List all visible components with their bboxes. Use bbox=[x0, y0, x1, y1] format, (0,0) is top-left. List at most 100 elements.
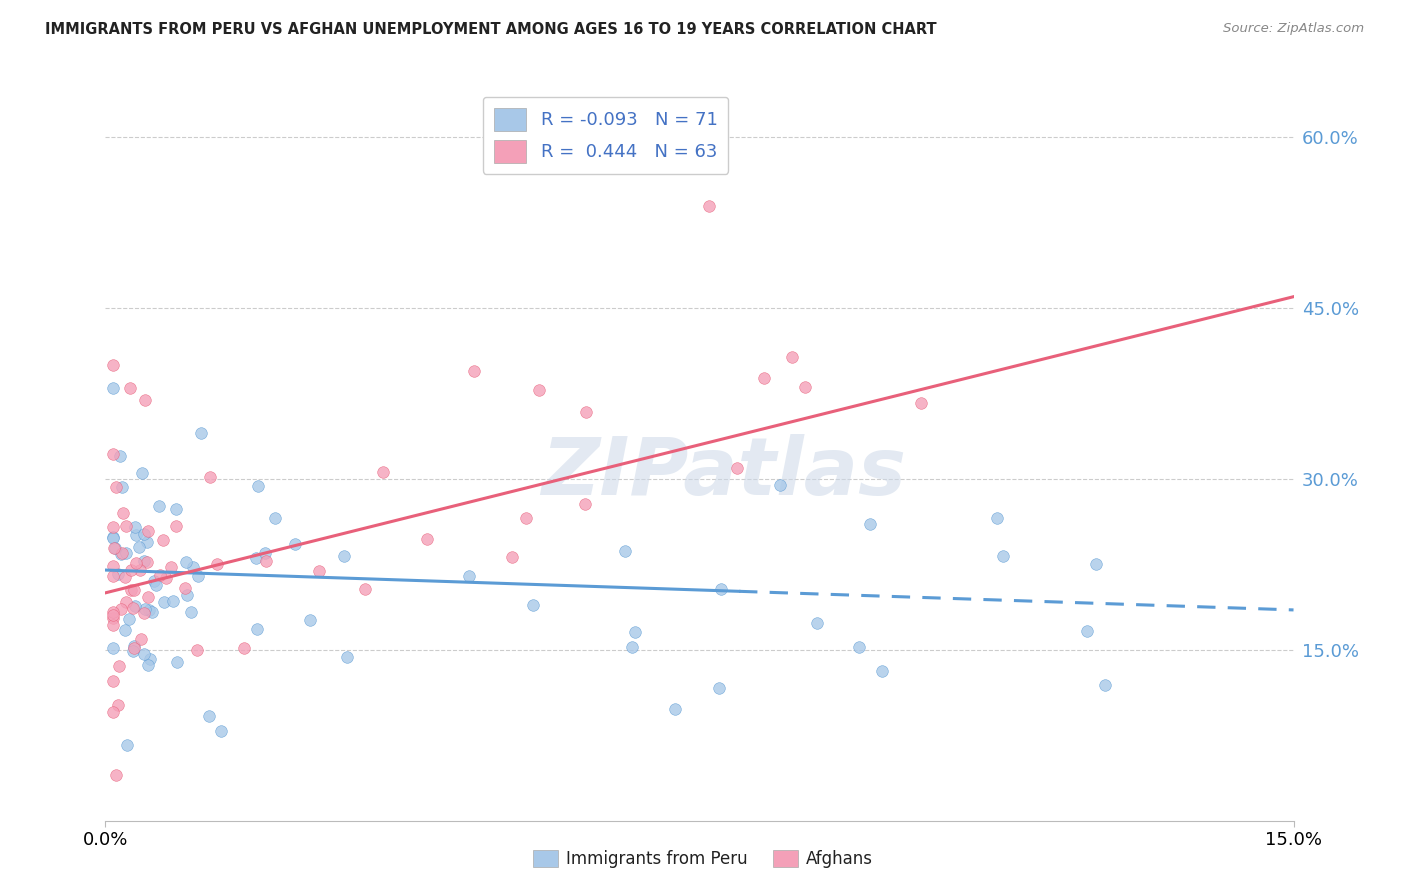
Point bbox=[122, 644, 145, 658]
Point bbox=[527, 383, 550, 397]
Point bbox=[138, 603, 160, 617]
Point bbox=[190, 426, 212, 441]
Point bbox=[132, 526, 155, 541]
Point bbox=[103, 608, 125, 623]
Point bbox=[254, 545, 277, 559]
Point bbox=[806, 615, 828, 630]
Point bbox=[870, 664, 893, 678]
Point bbox=[128, 540, 150, 554]
Point bbox=[205, 558, 228, 572]
Point bbox=[124, 599, 146, 613]
Point bbox=[103, 358, 125, 372]
Point bbox=[457, 569, 479, 583]
Point bbox=[111, 479, 134, 493]
Point bbox=[354, 582, 377, 597]
Point bbox=[1085, 558, 1108, 572]
Point bbox=[336, 649, 359, 664]
Point bbox=[574, 497, 596, 511]
Point bbox=[115, 739, 138, 753]
Point bbox=[299, 613, 322, 627]
Point bbox=[910, 396, 932, 410]
Point bbox=[103, 558, 125, 573]
Point bbox=[124, 640, 146, 654]
Point bbox=[114, 595, 136, 609]
Point bbox=[103, 541, 125, 555]
Point bbox=[136, 555, 159, 569]
Point bbox=[120, 563, 142, 577]
Point bbox=[710, 582, 733, 596]
Legend: R = -0.093   N = 71, R =  0.444   N = 63: R = -0.093 N = 71, R = 0.444 N = 63 bbox=[482, 96, 728, 174]
Point bbox=[152, 595, 174, 609]
Point bbox=[103, 569, 125, 583]
Point bbox=[501, 549, 523, 564]
Point bbox=[103, 674, 125, 689]
Point bbox=[187, 569, 209, 583]
Point bbox=[143, 574, 166, 588]
Point bbox=[664, 701, 686, 715]
Point bbox=[209, 723, 232, 738]
Point bbox=[122, 641, 145, 656]
Point bbox=[124, 582, 146, 597]
Point bbox=[264, 510, 287, 524]
Point bbox=[614, 543, 637, 558]
Point bbox=[991, 549, 1014, 564]
Point bbox=[132, 607, 155, 621]
Point bbox=[103, 381, 125, 395]
Point bbox=[754, 371, 776, 385]
Point bbox=[103, 641, 125, 656]
Text: ZIPatlas: ZIPatlas bbox=[541, 434, 905, 512]
Point bbox=[152, 533, 174, 547]
Point bbox=[103, 618, 125, 632]
Point bbox=[284, 537, 307, 551]
Point bbox=[122, 600, 145, 615]
Point bbox=[174, 555, 197, 569]
Point bbox=[103, 541, 125, 555]
Point bbox=[246, 479, 269, 493]
Point bbox=[986, 511, 1008, 525]
Point bbox=[103, 610, 125, 624]
Point bbox=[124, 556, 146, 570]
Point bbox=[575, 405, 598, 419]
Text: IMMIGRANTS FROM PERU VS AFGHAN UNEMPLOYMENT AMONG AGES 16 TO 19 YEARS CORRELATIO: IMMIGRANTS FROM PERU VS AFGHAN UNEMPLOYM… bbox=[45, 22, 936, 37]
Point bbox=[107, 659, 129, 673]
Point bbox=[463, 364, 485, 378]
Point bbox=[118, 612, 141, 626]
Point bbox=[138, 652, 160, 666]
Point bbox=[114, 519, 136, 533]
Point bbox=[134, 602, 156, 616]
Point bbox=[200, 469, 222, 483]
Point bbox=[136, 657, 159, 672]
Point bbox=[769, 478, 792, 492]
Point bbox=[108, 450, 131, 464]
Point bbox=[522, 599, 544, 613]
Point bbox=[709, 681, 731, 695]
Point bbox=[103, 530, 125, 544]
Point bbox=[129, 632, 152, 647]
Point bbox=[112, 506, 135, 520]
Point bbox=[197, 709, 219, 723]
Point bbox=[104, 480, 127, 494]
Point bbox=[165, 502, 187, 516]
Point bbox=[246, 622, 269, 636]
Point bbox=[859, 516, 882, 531]
Point bbox=[308, 564, 330, 578]
Point bbox=[254, 554, 277, 568]
Point bbox=[110, 602, 132, 616]
Point bbox=[103, 605, 125, 619]
Point bbox=[120, 582, 142, 597]
Point bbox=[624, 624, 647, 639]
Point bbox=[120, 381, 142, 395]
Point bbox=[134, 647, 156, 661]
Point bbox=[176, 588, 198, 602]
Point bbox=[232, 641, 254, 656]
Point bbox=[107, 698, 129, 713]
Point bbox=[160, 560, 183, 574]
Point bbox=[114, 570, 136, 584]
Point bbox=[697, 198, 720, 212]
Point bbox=[162, 593, 184, 607]
Point bbox=[620, 640, 643, 655]
Point bbox=[103, 519, 125, 533]
Point bbox=[725, 460, 748, 475]
Point bbox=[136, 590, 159, 604]
Point bbox=[148, 567, 170, 582]
